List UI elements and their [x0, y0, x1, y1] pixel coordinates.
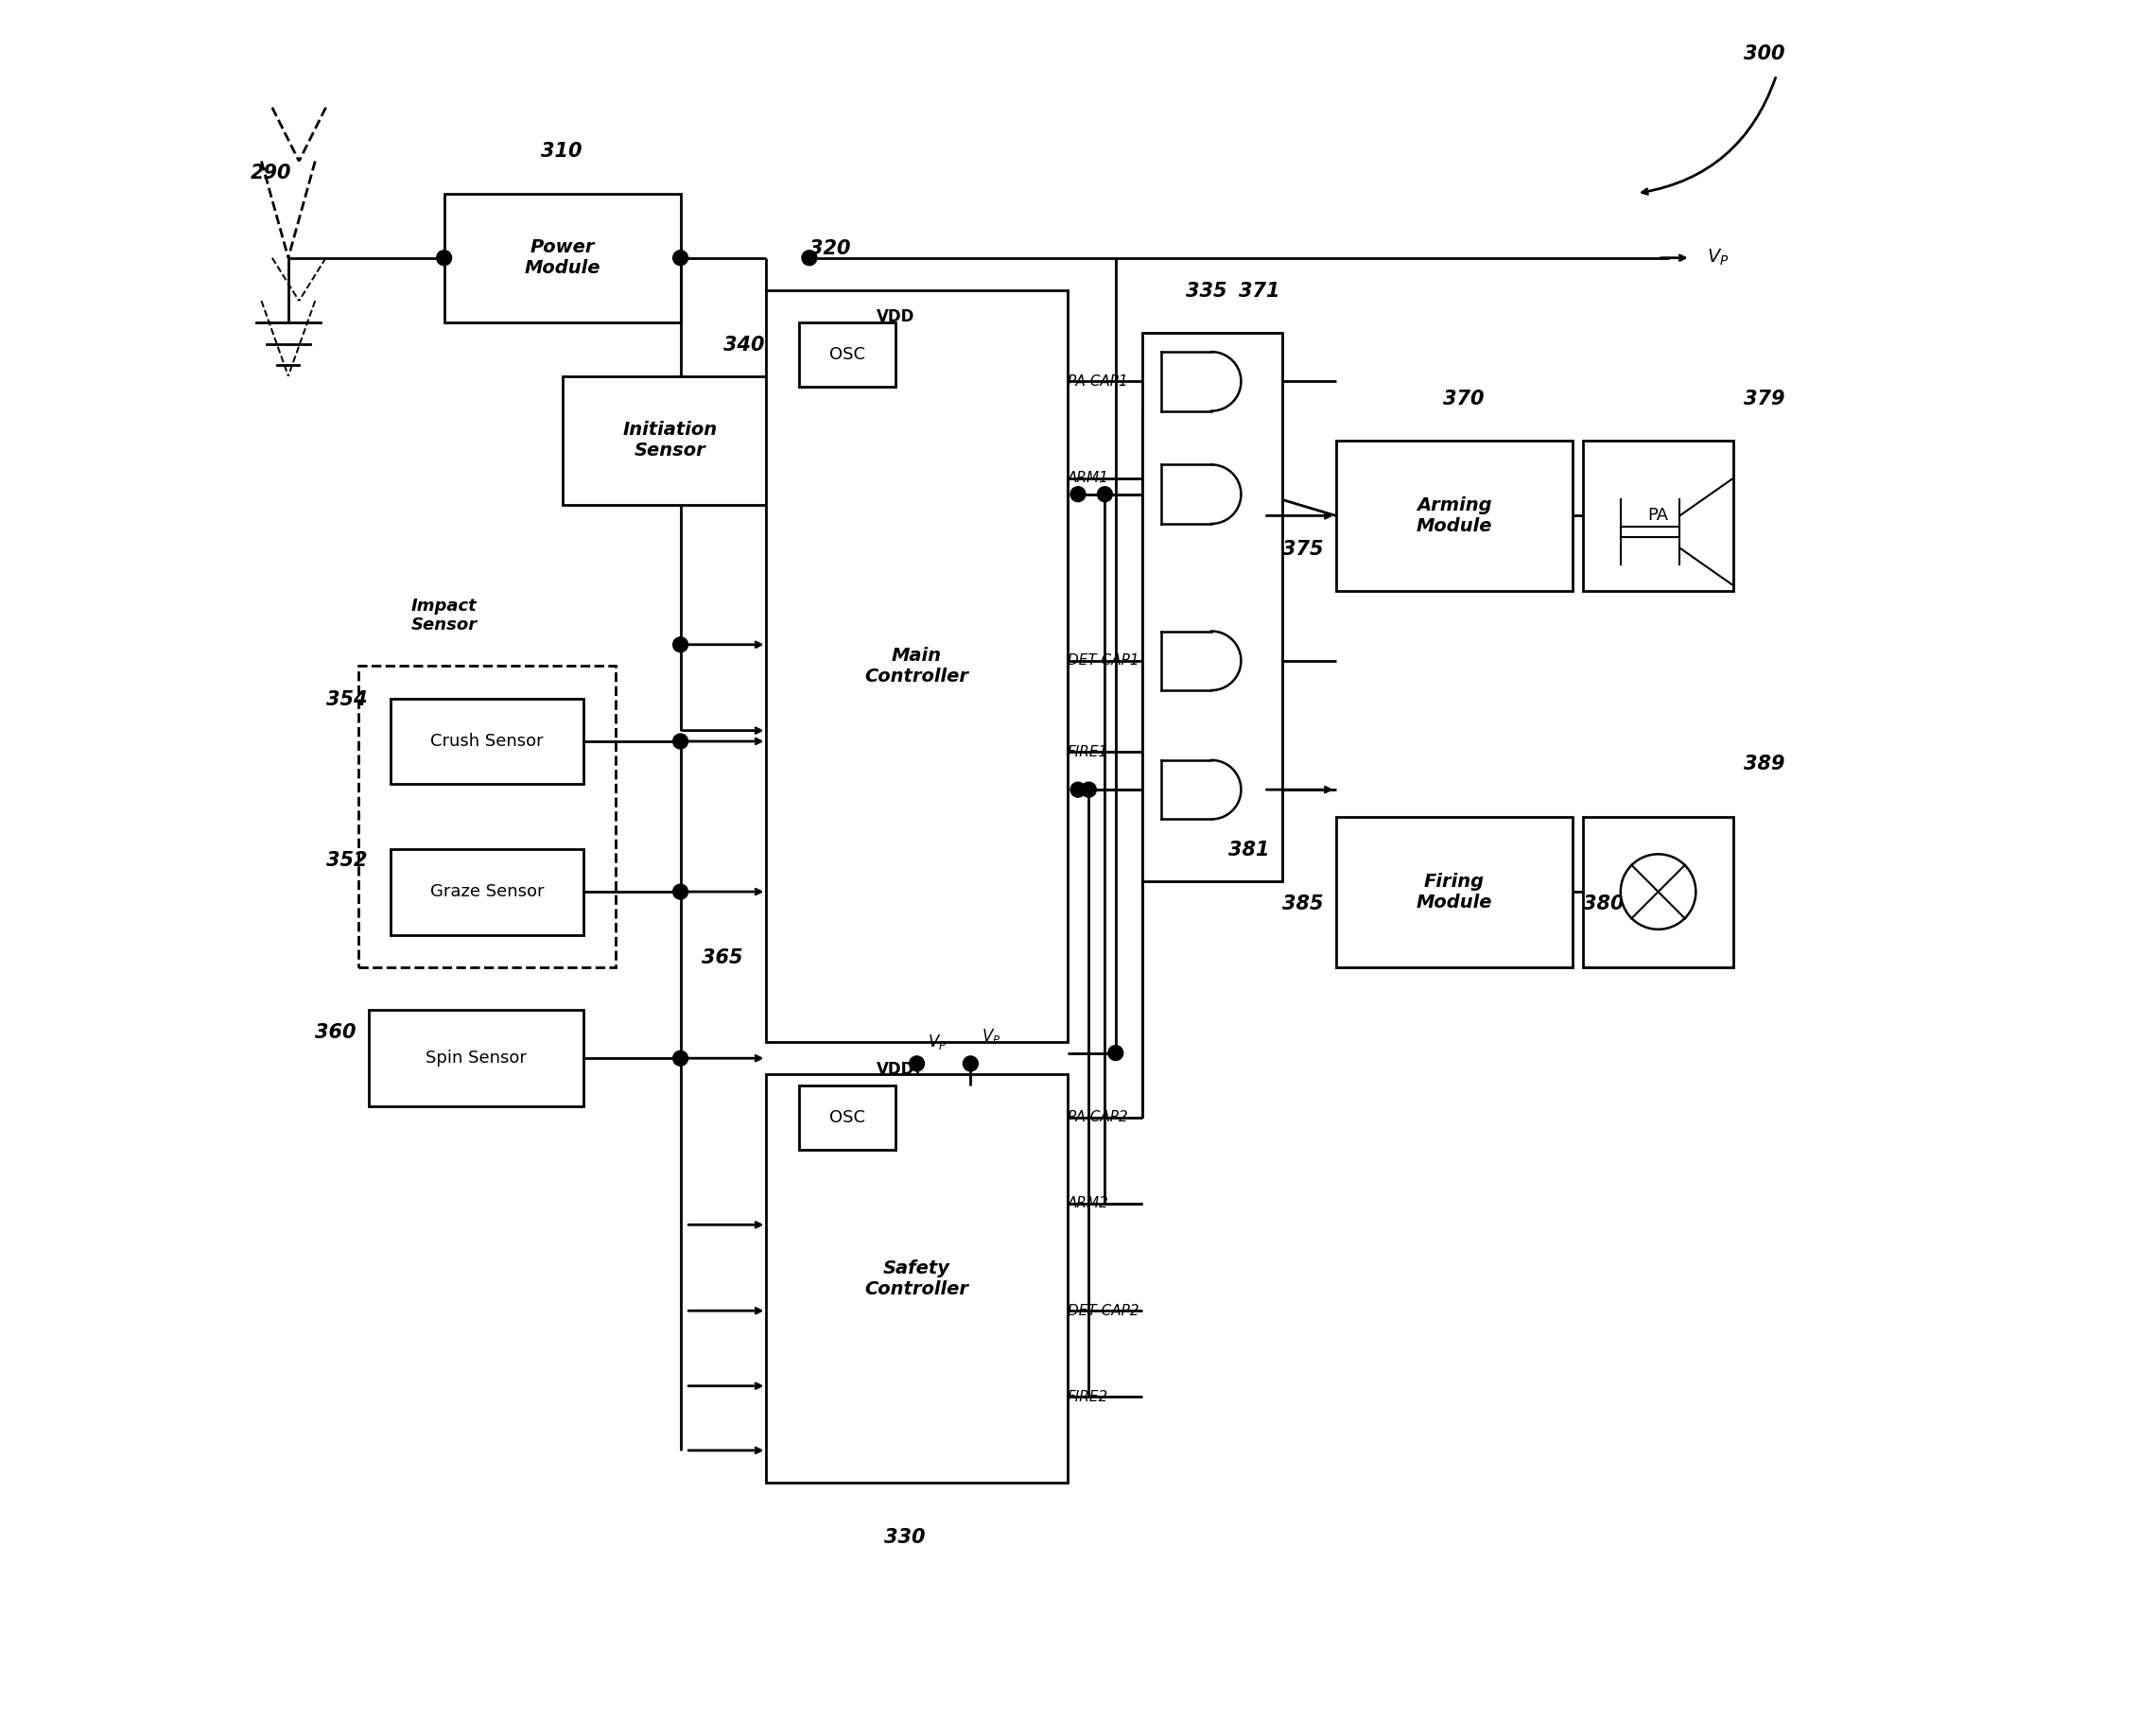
FancyBboxPatch shape [444, 194, 681, 323]
FancyBboxPatch shape [1337, 817, 1572, 966]
Text: 340: 340 [724, 335, 765, 354]
FancyBboxPatch shape [765, 291, 1067, 1042]
Circle shape [1097, 486, 1112, 502]
Text: Power
Module: Power Module [524, 239, 599, 277]
Circle shape [1072, 486, 1084, 502]
FancyBboxPatch shape [1583, 817, 1733, 966]
Circle shape [673, 1050, 688, 1066]
Text: ARM1: ARM1 [1067, 471, 1108, 485]
Text: 352: 352 [326, 851, 367, 870]
FancyBboxPatch shape [563, 376, 776, 505]
Text: 290: 290 [250, 163, 291, 182]
Text: VDD: VDD [875, 1061, 914, 1078]
Text: FIRE2: FIRE2 [1067, 1389, 1108, 1404]
Text: Arming
Module: Arming Module [1416, 497, 1492, 535]
Circle shape [436, 251, 451, 265]
Text: 385: 385 [1283, 894, 1324, 913]
Circle shape [1080, 782, 1095, 798]
Polygon shape [1212, 760, 1242, 820]
Text: $V_P$: $V_P$ [981, 1028, 1000, 1047]
Text: 335: 335 [1186, 282, 1227, 301]
Circle shape [1108, 1045, 1123, 1061]
Text: Initiation
Sensor: Initiation Sensor [623, 421, 718, 461]
Text: 370: 370 [1442, 388, 1485, 409]
Text: VDD: VDD [875, 308, 914, 325]
Text: 365: 365 [703, 947, 744, 966]
Text: Firing
Module: Firing Module [1416, 872, 1492, 911]
Polygon shape [1212, 464, 1242, 524]
Circle shape [673, 884, 688, 899]
Text: $V_P$: $V_P$ [927, 1033, 946, 1052]
Text: PA CAP2: PA CAP2 [1067, 1110, 1128, 1124]
Text: Main
Controller: Main Controller [865, 646, 968, 686]
FancyBboxPatch shape [798, 1085, 895, 1150]
Text: 375: 375 [1283, 540, 1324, 559]
Text: DET CAP2: DET CAP2 [1067, 1303, 1138, 1318]
Text: Crush Sensor: Crush Sensor [431, 732, 543, 749]
Circle shape [1072, 782, 1084, 798]
Text: 330: 330 [884, 1528, 925, 1547]
Polygon shape [1212, 352, 1242, 411]
Text: OSC: OSC [830, 1109, 865, 1126]
FancyBboxPatch shape [390, 849, 584, 935]
Text: 300: 300 [1744, 45, 1785, 64]
Circle shape [673, 251, 688, 265]
Circle shape [802, 251, 817, 265]
FancyBboxPatch shape [1143, 333, 1283, 880]
Text: Graze Sensor: Graze Sensor [429, 884, 543, 901]
Text: 310: 310 [541, 143, 582, 162]
Text: 371: 371 [1240, 282, 1281, 301]
FancyBboxPatch shape [1583, 440, 1733, 591]
Circle shape [910, 1055, 925, 1071]
Text: 320: 320 [808, 239, 849, 258]
Text: FIRE1: FIRE1 [1067, 744, 1108, 760]
FancyBboxPatch shape [765, 1074, 1067, 1482]
Text: 379: 379 [1744, 388, 1785, 409]
Text: 380: 380 [1583, 894, 1623, 913]
Text: OSC: OSC [830, 346, 865, 363]
FancyBboxPatch shape [1337, 440, 1572, 591]
Text: Impact
Sensor: Impact Sensor [412, 596, 476, 634]
Text: PA CAP1: PA CAP1 [1067, 375, 1128, 388]
Text: DET CAP1: DET CAP1 [1067, 653, 1138, 669]
Text: ARM2: ARM2 [1067, 1196, 1108, 1210]
Circle shape [673, 638, 688, 652]
Circle shape [673, 734, 688, 749]
Text: 360: 360 [315, 1023, 356, 1042]
Text: Safety
Controller: Safety Controller [865, 1258, 968, 1298]
Circle shape [1621, 854, 1697, 930]
FancyBboxPatch shape [369, 1009, 584, 1107]
Text: $V_P$: $V_P$ [1708, 248, 1729, 268]
Text: PA: PA [1647, 507, 1669, 524]
Text: 381: 381 [1229, 841, 1270, 860]
Circle shape [964, 1055, 979, 1071]
Text: DET: DET [1641, 884, 1675, 901]
Text: Spin Sensor: Spin Sensor [425, 1050, 526, 1067]
FancyBboxPatch shape [390, 698, 584, 784]
Text: 389: 389 [1744, 755, 1785, 774]
Text: 354: 354 [326, 689, 367, 708]
Polygon shape [1212, 631, 1242, 691]
FancyBboxPatch shape [798, 323, 895, 387]
